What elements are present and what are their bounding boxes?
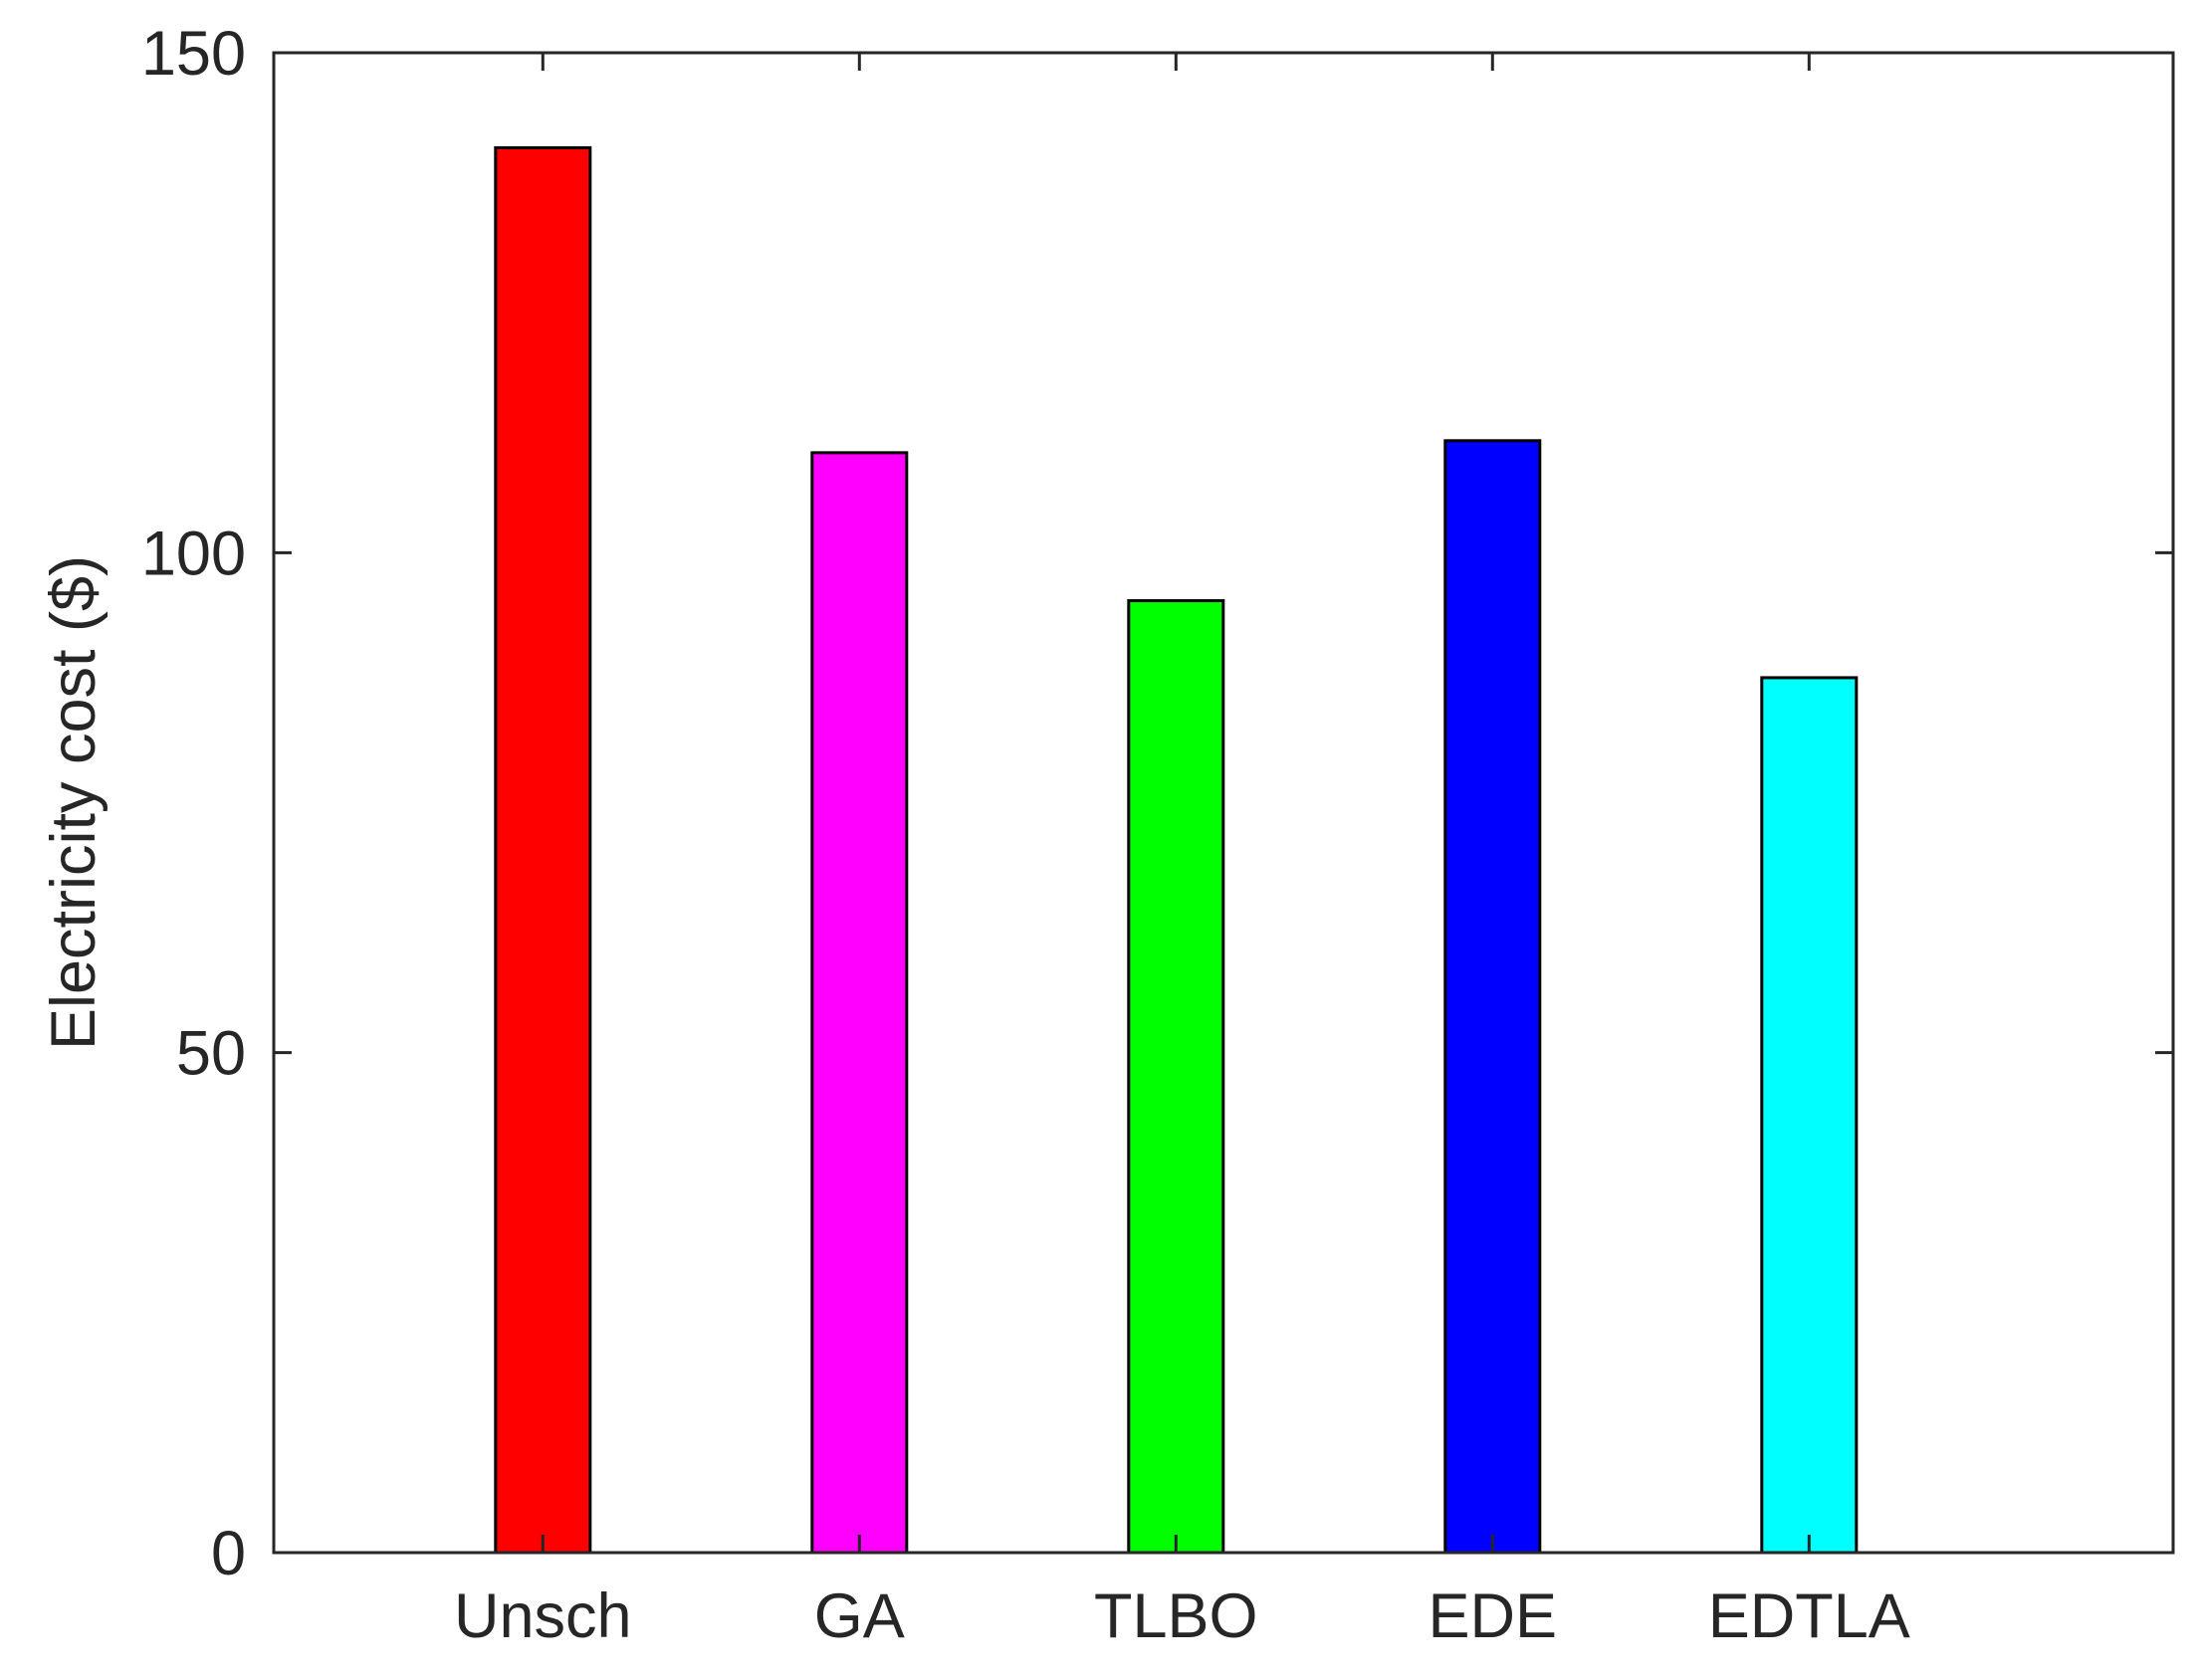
y-tick-label-150: 150 [141, 19, 246, 89]
x-tick-label-unsch: Unsch [454, 1581, 632, 1651]
plot-area-frame [272, 51, 2175, 1555]
y-tick-label-50: 50 [176, 1019, 246, 1089]
bar-unsch [494, 145, 592, 1555]
bar-ede [1443, 439, 1542, 1555]
bar-group [494, 145, 1859, 1555]
bar-tlbo [1127, 599, 1225, 1555]
tick-group: Unsch GA TLBO EDE EDTLA 0 50 100 150 [141, 19, 2173, 1651]
bar-ga [810, 451, 909, 1555]
y-axis-label: Electricity cost ($) [39, 555, 109, 1050]
bar-edtla [1760, 676, 1859, 1555]
y-tick-label-100: 100 [141, 519, 246, 588]
y-tick-label-0: 0 [211, 1519, 246, 1588]
x-tick-label-tlbo: TLBO [1094, 1581, 1258, 1651]
x-tick-label-ede: EDE [1429, 1581, 1558, 1651]
x-tick-label-edtla: EDTLA [1708, 1581, 1910, 1651]
x-tick-label-ga: GA [814, 1581, 905, 1651]
